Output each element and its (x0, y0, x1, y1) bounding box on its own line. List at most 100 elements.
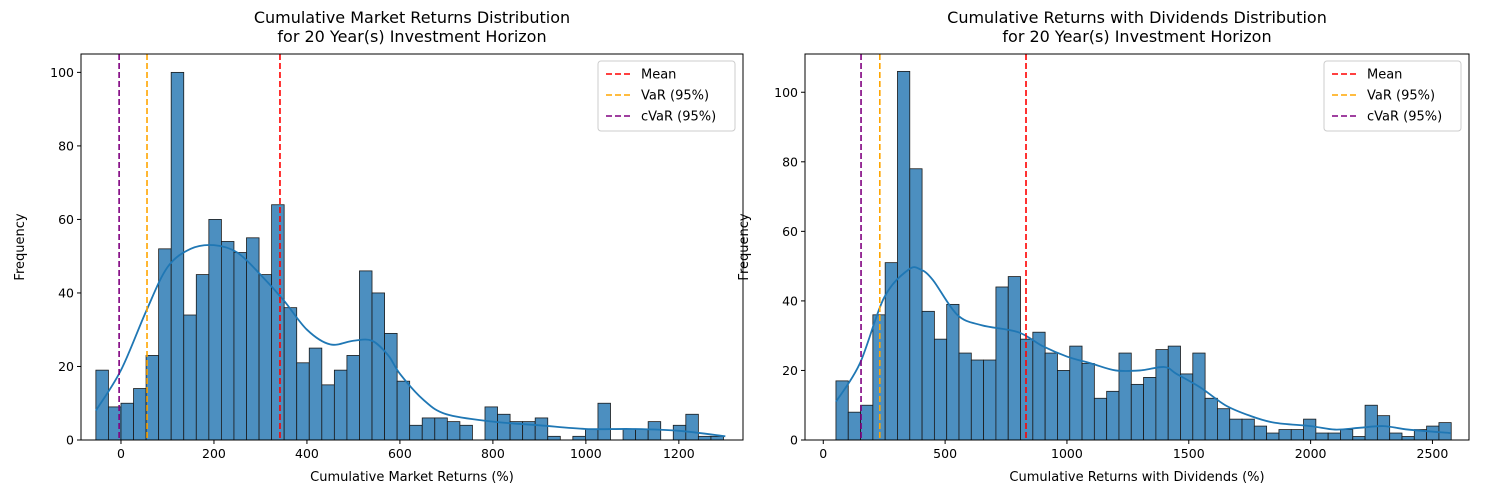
histogram-bar (446, 421, 461, 441)
histogram-bar (233, 252, 247, 441)
x-axis-label: Cumulative Market Returns (%) (310, 470, 514, 485)
histogram-bar (1106, 390, 1120, 441)
chart-title: Cumulative Returns with Dividends Distri… (947, 8, 1327, 46)
x-tick-label: 1000 (570, 446, 602, 461)
histogram-bar (1266, 432, 1280, 441)
histogram-bar (647, 421, 662, 441)
x-tick-label: 2000 (1295, 446, 1327, 461)
histogram-bar (308, 347, 323, 441)
histogram-bar (1303, 418, 1317, 441)
x-tick-label: 500 (933, 446, 957, 461)
y-tick-label: 20 (782, 363, 798, 378)
histogram-bar (1217, 408, 1231, 441)
histogram-bar (296, 362, 310, 441)
y-tick-label: 40 (58, 285, 74, 300)
legend-label: cVaR (95%) (641, 110, 716, 125)
axes-frame (80, 53, 744, 441)
x-ticks: 0 200 400 600 800 1000 1200 (117, 440, 695, 461)
y-ticks: 0 20 40 60 80 100 (50, 65, 81, 448)
histogram-bar (572, 435, 586, 441)
histogram-bar (95, 369, 109, 441)
histogram-bar (421, 417, 436, 441)
histogram-bar (497, 413, 511, 441)
histogram-bar (685, 413, 699, 441)
histogram-bar (672, 424, 687, 441)
y-tick-label: 60 (58, 212, 74, 227)
histogram-bar (1376, 415, 1391, 441)
histogram-bar (597, 402, 611, 441)
histogram-bar (585, 428, 599, 441)
histogram-bar (1143, 377, 1157, 441)
histogram-bar (183, 314, 197, 441)
y-tick-label: 100 (774, 85, 798, 100)
histogram-bar (246, 237, 260, 441)
histogram-bar (1364, 404, 1378, 441)
legend-label: Mean (1367, 68, 1402, 83)
x-axis-label: Cumulative Returns with Dividends (%) (1009, 470, 1264, 485)
legend-label: cVaR (95%) (1367, 110, 1442, 125)
histogram-bar (534, 417, 549, 441)
histogram-bar (1253, 425, 1268, 441)
x-tick-label: 1500 (1173, 446, 1205, 461)
histogram-bar (396, 380, 411, 441)
histogram-bar (1118, 352, 1132, 441)
x-tick-label: 400 (295, 446, 319, 461)
chart-title-line: Cumulative Market Returns Distribution (254, 8, 570, 27)
histogram-bar (133, 388, 147, 441)
histogram-bar (1438, 422, 1452, 441)
x-tick-label: 1000 (1051, 446, 1083, 461)
histogram-bar (1401, 436, 1415, 441)
legend-box (1323, 60, 1462, 132)
y-ticks: 0 20 40 60 80 100 (774, 85, 805, 448)
x-ticks: 0 500 1000 1500 2000 2500 (819, 440, 1448, 461)
histogram-bar (283, 307, 298, 441)
histogram-bar (1081, 363, 1095, 441)
legend: Mean VaR (95%) cVaR (95%) (1323, 60, 1462, 132)
chart-title-line: for 20 Year(s) Investment Horizon (1002, 27, 1271, 46)
histogram-bar (1007, 276, 1021, 441)
y-axis-label: Frequency (13, 213, 28, 280)
chart-title: Cumulative Market Returns Distribution fo… (254, 8, 570, 46)
histogram-bar (120, 402, 134, 441)
histogram-bar (847, 411, 861, 441)
x-tick-label: 200 (202, 446, 226, 461)
x-tick-label: 600 (388, 446, 412, 461)
histogram-bar (1204, 397, 1218, 441)
histogram-bar (371, 292, 385, 441)
histogram-bar (258, 274, 273, 441)
kde-curve (95, 244, 726, 438)
x-tick-label: 1200 (663, 446, 695, 461)
y-tick-label: 40 (782, 293, 798, 308)
histogram-bar (547, 435, 561, 441)
histogram-bar (897, 70, 911, 441)
histogram-bar (1426, 425, 1440, 441)
histogram-bar (860, 404, 874, 441)
histogram-bar (635, 428, 649, 441)
histogram-bar (459, 424, 473, 441)
histogram-bar (622, 428, 637, 441)
histogram-bar (970, 359, 985, 441)
histogram-bar (697, 435, 712, 441)
histogram-bar (921, 310, 935, 441)
histogram-bar (946, 303, 960, 441)
y-tick-label: 0 (66, 433, 74, 448)
legend-label: VaR (95%) (641, 89, 709, 104)
y-tick-label: 0 (790, 433, 798, 448)
histogram-bar (1290, 429, 1304, 441)
histogram-bar (983, 359, 997, 441)
histogram-bar (958, 352, 972, 441)
legend-label: Mean (641, 68, 676, 83)
histogram-bar (208, 219, 222, 441)
y-axis-label: Frequency (737, 213, 752, 280)
histogram-bar (1315, 432, 1329, 441)
histogram-bar (484, 406, 498, 441)
histogram-bar (1340, 429, 1354, 441)
histogram-bars (95, 71, 724, 441)
histogram-bar (1167, 345, 1181, 441)
histogram-bar (359, 270, 373, 441)
y-tick-label: 60 (782, 224, 798, 239)
axes-frame (804, 53, 1470, 441)
histogram-bar (1241, 418, 1255, 441)
histogram-bar (346, 355, 360, 441)
